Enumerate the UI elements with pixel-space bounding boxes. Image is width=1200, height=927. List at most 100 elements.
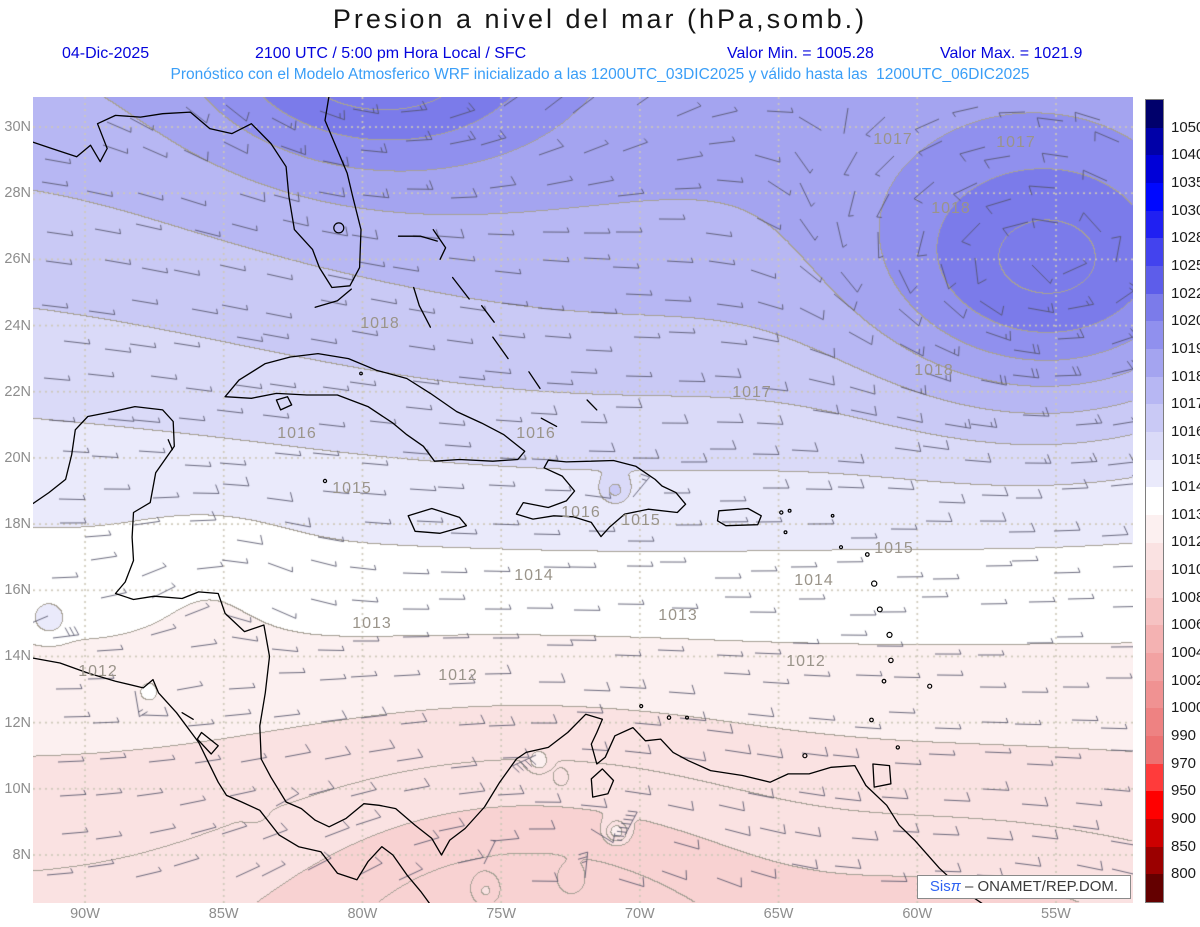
coastline-path xyxy=(540,417,558,428)
colorbar-tick-label: 950 xyxy=(1171,782,1197,800)
lon-tick-label: 60W xyxy=(902,906,933,922)
coastline-path xyxy=(413,286,432,328)
island-outline xyxy=(322,478,328,484)
island-outline xyxy=(783,530,788,535)
coastline-path xyxy=(314,288,352,308)
colorbar-tick-label: 1022 xyxy=(1171,284,1200,302)
header-forecast-line: Pronóstico con el Modelo Atmosferico WRF… xyxy=(170,66,1030,83)
coastline-path xyxy=(481,305,495,323)
isobar-label: 1018 xyxy=(931,200,971,217)
island-outline xyxy=(359,371,363,376)
lat-tick-label: 8N xyxy=(12,846,31,863)
colorbar-segment xyxy=(1146,791,1163,820)
island-outline xyxy=(927,683,933,689)
header-date: 04-Dic-2025 xyxy=(62,45,150,62)
colorbar-segment xyxy=(1146,570,1163,598)
lon-tick-label: 55W xyxy=(1041,906,1071,922)
coastline-path xyxy=(716,507,762,527)
lat-tick-label: 28N xyxy=(4,185,31,202)
coastlines-overlay xyxy=(33,97,983,903)
coastline-path xyxy=(407,507,468,534)
attribution-brand: Sis xyxy=(929,878,951,895)
island-outline xyxy=(684,715,689,720)
colorbar-segment xyxy=(1146,597,1163,626)
colorbar-segment xyxy=(1146,182,1163,211)
attribution-box: Sisπ – ONAMET/REP.DOM. xyxy=(917,875,1131,899)
isobar-label: 1018 xyxy=(914,362,954,379)
isobar-label: 1015 xyxy=(332,480,372,497)
isobar-label: 1012 xyxy=(786,653,826,670)
colorbar-tick-label: 1028 xyxy=(1171,229,1200,247)
colorbar-segment xyxy=(1146,680,1163,709)
coastline-path xyxy=(451,276,470,300)
lat-tick-label: 26N xyxy=(4,251,31,268)
coastline-path xyxy=(515,459,687,538)
island-outline xyxy=(876,606,883,613)
colorbar-segment xyxy=(1146,404,1163,432)
lon-tick-label: 65W xyxy=(763,906,794,922)
colorbar-tick-label: 1018 xyxy=(1171,367,1200,385)
colorbar-segment xyxy=(1146,376,1163,405)
colorbar-tick-label: 900 xyxy=(1171,810,1197,828)
page-title: Presion a nivel del mar (hPa,somb.) xyxy=(332,4,868,34)
coastline-path xyxy=(872,763,892,788)
coastline-path xyxy=(33,657,431,903)
colorbar-segment xyxy=(1146,265,1163,294)
lat-tick-label: 24N xyxy=(4,317,31,334)
colorbar-segment xyxy=(1146,874,1163,903)
colorbar-segment xyxy=(1146,127,1163,156)
colorbar-tick-label: 1025 xyxy=(1171,256,1200,274)
map-plot-area: Sisπ – ONAMET/REP.DOM. 1017 1017 1018 1018 1… xyxy=(33,97,1133,903)
island-outline xyxy=(666,715,672,720)
colorbar-tick-label: 1015 xyxy=(1171,450,1200,468)
colorbar-segment xyxy=(1146,542,1163,571)
colorbar-segment xyxy=(1146,431,1163,460)
colorbar-tick-label: 1040 xyxy=(1171,146,1200,164)
colorbar-tick-label: 1010 xyxy=(1171,561,1200,579)
island-outline xyxy=(787,508,792,513)
colorbar-tick-label: 1004 xyxy=(1171,644,1200,662)
isobar-label: 1013 xyxy=(658,607,698,624)
colorbar-segment xyxy=(1146,514,1163,543)
colorbar-tick-label: 1020 xyxy=(1171,312,1200,330)
island-outline xyxy=(869,717,874,723)
pressure-field-canvas xyxy=(33,97,1133,903)
lat-tick-label: 20N xyxy=(4,449,31,466)
coastline-path xyxy=(528,371,541,390)
colorbar xyxy=(1145,99,1164,903)
island-outline xyxy=(881,678,887,684)
isobar-label: 1015 xyxy=(874,540,914,557)
colorbar-segment xyxy=(1146,736,1163,764)
lat-tick-label: 18N xyxy=(4,516,31,533)
colorbar-tick-label: 1014 xyxy=(1171,478,1200,496)
colorbar-segment xyxy=(1146,155,1163,183)
pi-symbol: π xyxy=(950,878,961,895)
lat-tick-label: 10N xyxy=(4,780,31,797)
coastline-path xyxy=(590,768,615,798)
colorbar-segment xyxy=(1146,625,1163,654)
isobar-label: 1015 xyxy=(621,512,661,529)
lat-tick-label: 22N xyxy=(4,383,31,400)
isobar-label: 1014 xyxy=(794,572,834,589)
isobar-label: 1012 xyxy=(78,663,118,680)
coastline-path xyxy=(181,712,194,720)
coastline-path xyxy=(492,336,509,360)
colorbar-tick-label: 1008 xyxy=(1171,588,1200,606)
lake-outline xyxy=(333,222,345,234)
colorbar-segment xyxy=(1146,653,1163,681)
colorbar-tick-label: 1012 xyxy=(1171,533,1200,551)
isobar-label: 1017 xyxy=(873,131,913,148)
colorbar-segment xyxy=(1146,846,1163,875)
colorbar-tick-label: 1030 xyxy=(1171,201,1200,219)
coastline-path xyxy=(432,228,447,260)
colorbar-tick-label: 800 xyxy=(1171,865,1197,883)
colorbar-segment xyxy=(1146,100,1163,128)
colorbar-tick-label: 1050 xyxy=(1171,118,1200,136)
colorbar-segment xyxy=(1146,763,1163,792)
colorbar-tick-label: 1013 xyxy=(1171,505,1200,523)
lat-tick-label: 30N xyxy=(4,119,31,135)
isobar-label: 1016 xyxy=(277,425,317,442)
coastline-path xyxy=(196,731,219,755)
island-outline xyxy=(871,580,878,587)
